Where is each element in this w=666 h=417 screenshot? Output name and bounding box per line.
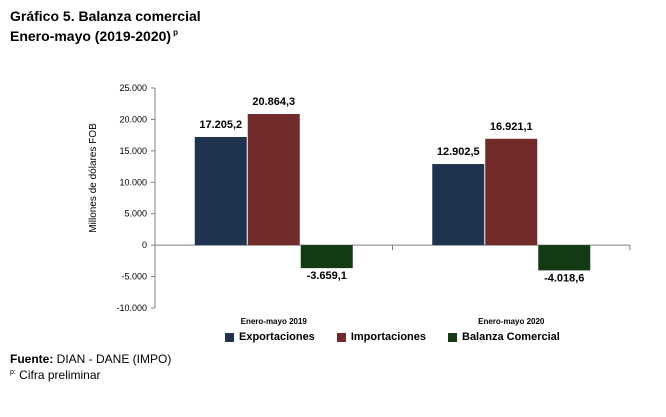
note-mark: p: [10, 369, 16, 376]
legend-item: Balanza Comercial [448, 331, 560, 343]
source-text: DIAN - DANE (IMPO) [53, 352, 172, 366]
chart-title-text: Gráfico 5. Balanza comercial [10, 8, 201, 24]
chart-subtitle-text: Enero-mayo (2019-2020) [10, 28, 172, 44]
y-tick-label: 25.000 [119, 83, 147, 93]
bar-balanza-comercial [300, 245, 353, 269]
y-tick-label: -5.000 [121, 272, 147, 282]
data-label: 16.921,1 [490, 121, 533, 133]
y-tick-label: 0 [142, 240, 147, 250]
y-tick-label: 10.000 [119, 177, 147, 187]
chart-title: Gráfico 5. Balanza comercial [10, 8, 201, 24]
legend-swatch [448, 332, 457, 342]
legend-label: Balanza Comercial [462, 331, 560, 343]
chart-legend: Exportaciones Importaciones Balanza Comerc… [225, 331, 582, 343]
data-label: 12.902,5 [437, 146, 480, 158]
data-label: -4.018,6 [544, 272, 584, 284]
bar-balanza-comercial [538, 245, 591, 271]
data-label: 17.205,2 [199, 119, 242, 131]
x-category-label: Enero-mayo 2020 [478, 317, 545, 326]
legend-swatch [225, 332, 234, 342]
bar-exportaciones [432, 164, 485, 246]
y-tick-label: 15.000 [119, 146, 147, 156]
x-category-label: Enero-mayo 2019 [241, 317, 308, 326]
legend-swatch [336, 332, 346, 342]
y-tick-label: 20.000 [119, 114, 147, 124]
note-text: Cifra preliminar [15, 368, 101, 382]
legend-label: Exportaciones [239, 331, 315, 343]
y-axis-title: Millones de dólares FOB [88, 123, 99, 233]
y-tick-label: -10.000 [116, 303, 147, 313]
data-label: -3.659,1 [307, 270, 347, 282]
note-line: p: Cifra preliminar [10, 368, 101, 382]
legend-item: Importaciones [336, 331, 426, 343]
legend-label: Importaciones [350, 331, 426, 343]
chart-subtitle: Enero-mayo (2019-2020) p [10, 28, 178, 44]
bar-importaciones [485, 138, 538, 246]
legend-item: Exportaciones [225, 331, 315, 343]
source-line: Fuente: DIAN - DANE (IMPO) [10, 352, 171, 366]
preliminary-mark: p [173, 28, 178, 38]
source-label: Fuente: [10, 352, 54, 366]
bar-importaciones [247, 113, 300, 246]
y-tick-label: 5.000 [124, 209, 147, 219]
data-label: 20.864,3 [252, 96, 295, 108]
bar-exportaciones [194, 136, 247, 246]
